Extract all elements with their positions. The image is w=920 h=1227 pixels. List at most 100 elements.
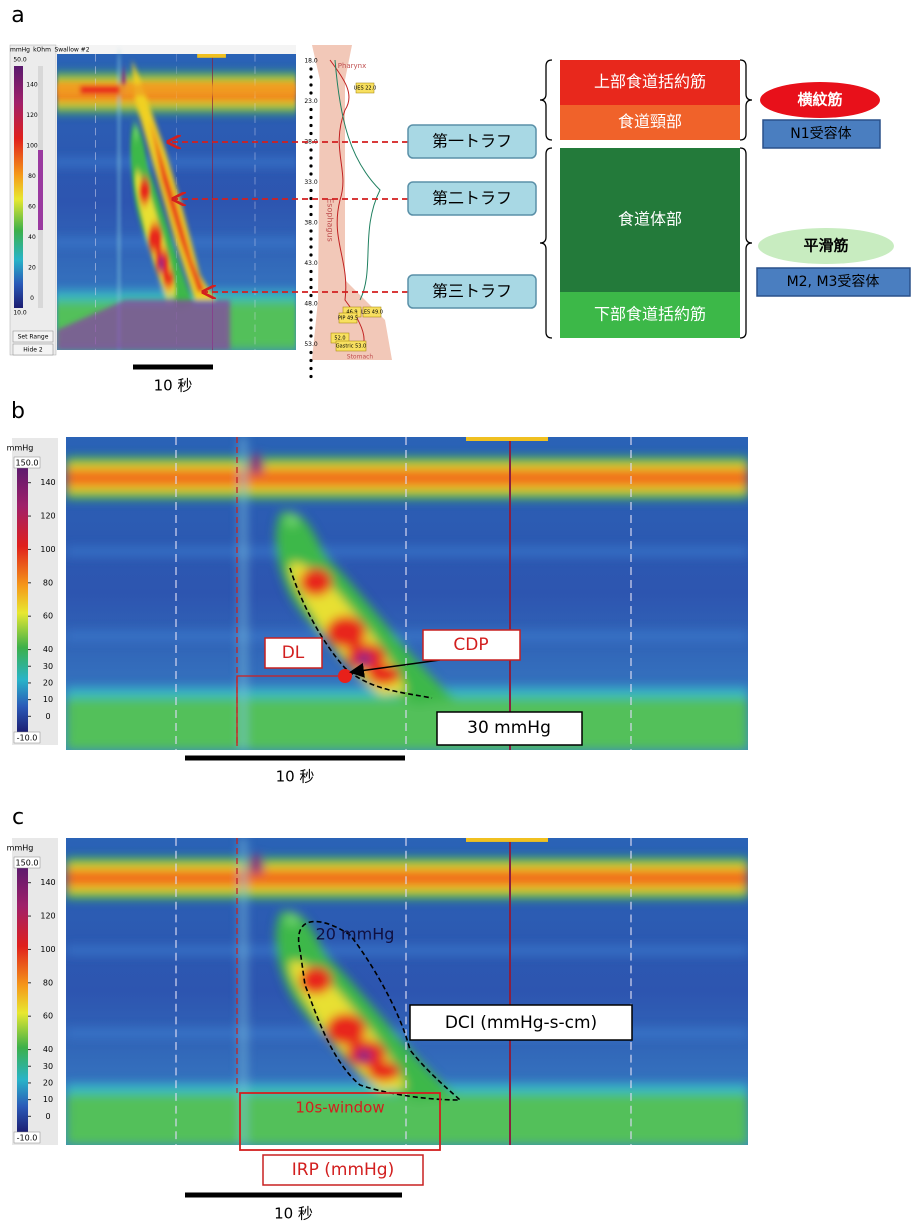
brace [539, 147, 553, 339]
ui-top: 50.0 [13, 57, 27, 64]
colorbar-tick-label: 100 [40, 545, 55, 554]
pressure-map-body [66, 437, 748, 750]
ui-tick: 20 [28, 265, 36, 272]
ui-tick: 60 [28, 204, 36, 211]
label-box [409, 1004, 633, 1041]
sensor [309, 204, 313, 209]
bolus-max [356, 1049, 372, 1062]
muscle-ellipse [760, 82, 880, 118]
sensor [309, 83, 313, 87]
marker-label: LES 49.0 [361, 310, 383, 316]
peristalsis [132, 60, 215, 300]
ui-tick: 40 [28, 234, 36, 241]
colorbar-tick-label: 60 [43, 1012, 53, 1021]
ui-button[interactable] [12, 330, 54, 343]
sensor [309, 310, 313, 314]
trough-label: 第三トラフ [432, 282, 512, 301]
bolus-peak [300, 966, 332, 994]
sensor [309, 131, 313, 136]
sensor [309, 285, 313, 290]
bolus-outer [275, 511, 456, 705]
sensor [309, 350, 313, 355]
sensor [309, 366, 313, 371]
bolus-peak [148, 223, 163, 254]
time-scale-label: 10 秒 [154, 377, 193, 395]
esophagus-shape [312, 45, 392, 360]
colorbar-tick-label: 0 [45, 712, 50, 721]
blobs [66, 838, 748, 1145]
bolus-outer [130, 124, 194, 308]
colorbar-tick-label: 40 [43, 1045, 53, 1054]
swallow-streak [240, 838, 246, 1145]
pressure-map [66, 838, 748, 1145]
bolus-outer [275, 911, 456, 1101]
annotation: CDP [453, 635, 488, 655]
sensor [309, 115, 313, 120]
streak [66, 631, 748, 642]
sensor [309, 188, 313, 193]
time-scale-label: 10 秒 [274, 1205, 313, 1223]
bolus-max [356, 653, 372, 665]
pressure-map [66, 437, 748, 750]
sensor [309, 253, 313, 257]
ui-unit2: kOhm [33, 47, 51, 54]
sensor [309, 358, 313, 363]
sensor [309, 212, 313, 217]
marker-label: 46.9 [346, 310, 357, 316]
colorbar-tick-label: 0 [45, 1112, 50, 1121]
colorbar-tick-label: 40 [43, 645, 53, 654]
sensor [309, 277, 313, 282]
colorbar-tick-label: 120 [40, 512, 55, 521]
window-box [239, 1092, 441, 1151]
sensor [309, 293, 313, 298]
start-peak [248, 454, 264, 474]
bottom-band [66, 1091, 748, 1145]
muscle-ellipse [758, 228, 894, 264]
time-tag [466, 437, 548, 441]
ui-tick: 120 [26, 112, 38, 119]
colorbar-tick-label: 20 [43, 1078, 53, 1087]
ui-button[interactable] [12, 343, 54, 356]
colorbar-min: -10.0 [17, 1134, 38, 1143]
position-label: 38.0 [304, 220, 318, 227]
colorbar-unit: mmHg [7, 844, 34, 853]
colorbar-tick-label: 30 [43, 662, 53, 671]
cdp-arrow [349, 659, 441, 678]
position-label: 43.0 [304, 260, 318, 267]
marker-box [355, 82, 375, 94]
label-box [264, 637, 323, 669]
time-tag [197, 54, 226, 58]
sensor [309, 269, 313, 274]
marker-label: PIP 49.5 [338, 316, 358, 322]
label-box [262, 1154, 424, 1186]
ui-tick: 80 [28, 173, 36, 180]
marker-box [338, 312, 358, 324]
stomach: Stomach [347, 354, 374, 361]
muscle-label: 横紋筋 [797, 91, 842, 109]
sensor [309, 196, 313, 201]
colorbar-tick-label: 140 [40, 878, 55, 887]
ui-button-label: Set Range [18, 334, 49, 341]
segment-label: 下部食道括約筋 [594, 305, 706, 324]
sensor [309, 75, 313, 79]
colorbar-tick-label: 120 [40, 912, 55, 921]
small-spot [133, 125, 139, 140]
ui-button-label: Hide 2 [23, 347, 43, 354]
contour [297, 920, 462, 1101]
colorbar [17, 866, 28, 1133]
sensor [309, 237, 313, 241]
time-scale-label: 10 秒 [276, 768, 315, 786]
ues-core [80, 86, 120, 94]
sensor [309, 156, 313, 160]
bolus-peak [326, 1013, 366, 1045]
colorbar-tick-label: 20 [43, 678, 53, 687]
receptor-label: M2, M3受容体 [787, 273, 880, 290]
segment [560, 60, 740, 105]
bolus-peak [300, 568, 332, 596]
top-band-core [66, 870, 748, 887]
top-band-core [66, 470, 748, 486]
contour [289, 567, 433, 699]
sensor [309, 107, 313, 112]
sensor [309, 123, 313, 128]
bolus-peak [162, 269, 175, 289]
